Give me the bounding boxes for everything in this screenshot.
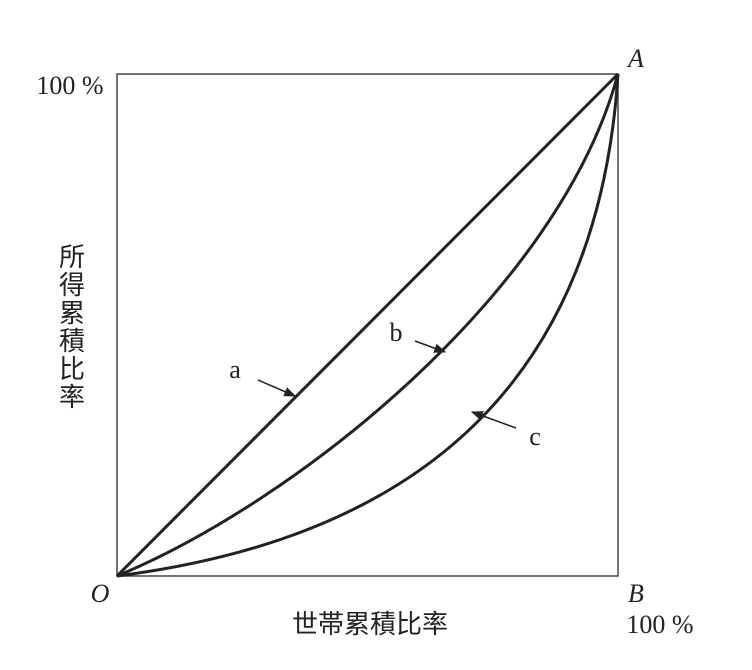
point-label: A	[626, 44, 644, 73]
curve-label: a	[229, 355, 241, 384]
arrow-a	[257, 379, 297, 397]
frame	[116, 73, 619, 577]
curve-a	[115, 72, 620, 578]
curve-b	[116, 73, 620, 578]
curve-c	[116, 73, 620, 578]
arrow-b	[414, 340, 447, 353]
y-max-label: 100 %	[36, 71, 103, 100]
curve-label: b	[390, 318, 403, 347]
point-label: B	[628, 579, 644, 608]
x-axis-label: 世帯累積比率	[292, 610, 448, 639]
curve-label: c	[529, 422, 541, 451]
y-axis-label: 所得累積比率	[56, 243, 85, 411]
x-max-label: 100 %	[626, 610, 693, 639]
point-label: O	[91, 579, 110, 608]
arrow-c	[470, 411, 517, 429]
